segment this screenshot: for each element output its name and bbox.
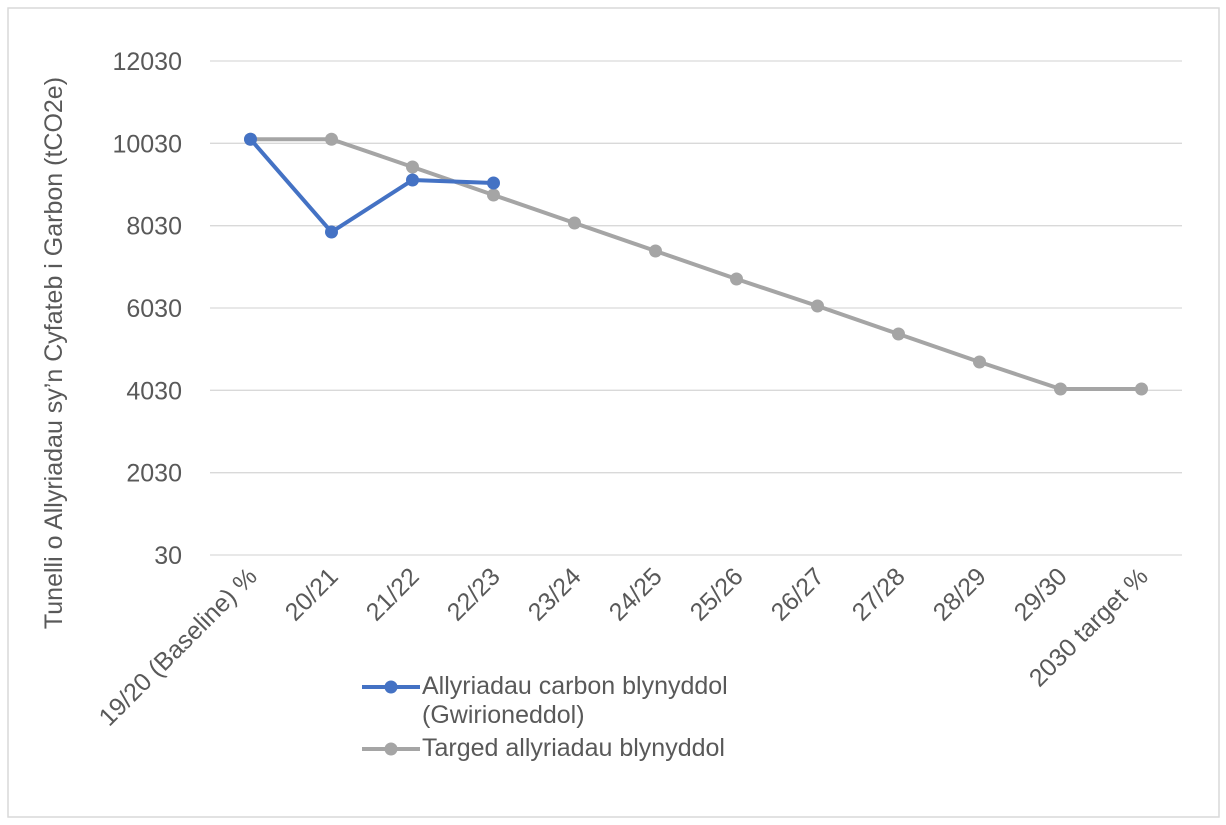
y-tick-label: 10030 bbox=[112, 130, 182, 158]
y-axis-label: Tunelli o Allyriadau sy’n Cyfateb i Garb… bbox=[40, 76, 68, 630]
y-tick-label: 8030 bbox=[126, 213, 182, 241]
point bbox=[406, 173, 419, 187]
legend-icon bbox=[362, 680, 420, 694]
legend-marker bbox=[384, 742, 398, 756]
legend-entry: Allyriadau carbon blynyddol (Gwirioneddo… bbox=[362, 672, 832, 730]
legend-marker bbox=[384, 680, 398, 694]
point bbox=[487, 188, 500, 202]
point bbox=[892, 327, 905, 341]
point bbox=[1135, 382, 1148, 396]
legend-icon bbox=[362, 742, 420, 756]
y-tick-label: 6030 bbox=[126, 295, 182, 323]
point bbox=[325, 225, 338, 239]
point bbox=[811, 299, 824, 313]
point bbox=[649, 244, 662, 258]
legend-label: Allyriadau carbon blynyddol (Gwirioneddo… bbox=[422, 672, 728, 729]
y-tick-label: 4030 bbox=[126, 377, 182, 405]
legend-label: Targed allyriadau blynyddol bbox=[422, 734, 725, 762]
point bbox=[973, 355, 986, 369]
legend: Allyriadau carbon blynyddol (Gwirioneddo… bbox=[362, 672, 832, 767]
point bbox=[244, 132, 257, 146]
point bbox=[406, 160, 419, 174]
y-tick-label: 30 bbox=[154, 542, 182, 570]
point bbox=[730, 272, 743, 286]
legend-entry: Targed allyriadau blynyddol bbox=[362, 734, 832, 763]
series-line bbox=[248, 137, 494, 235]
point bbox=[325, 132, 338, 146]
y-tick-label: 12030 bbox=[112, 48, 182, 76]
series-line bbox=[250, 137, 1142, 392]
point bbox=[1054, 382, 1067, 396]
point bbox=[568, 216, 581, 230]
point bbox=[487, 176, 500, 190]
y-tick-label: 2030 bbox=[126, 460, 182, 488]
